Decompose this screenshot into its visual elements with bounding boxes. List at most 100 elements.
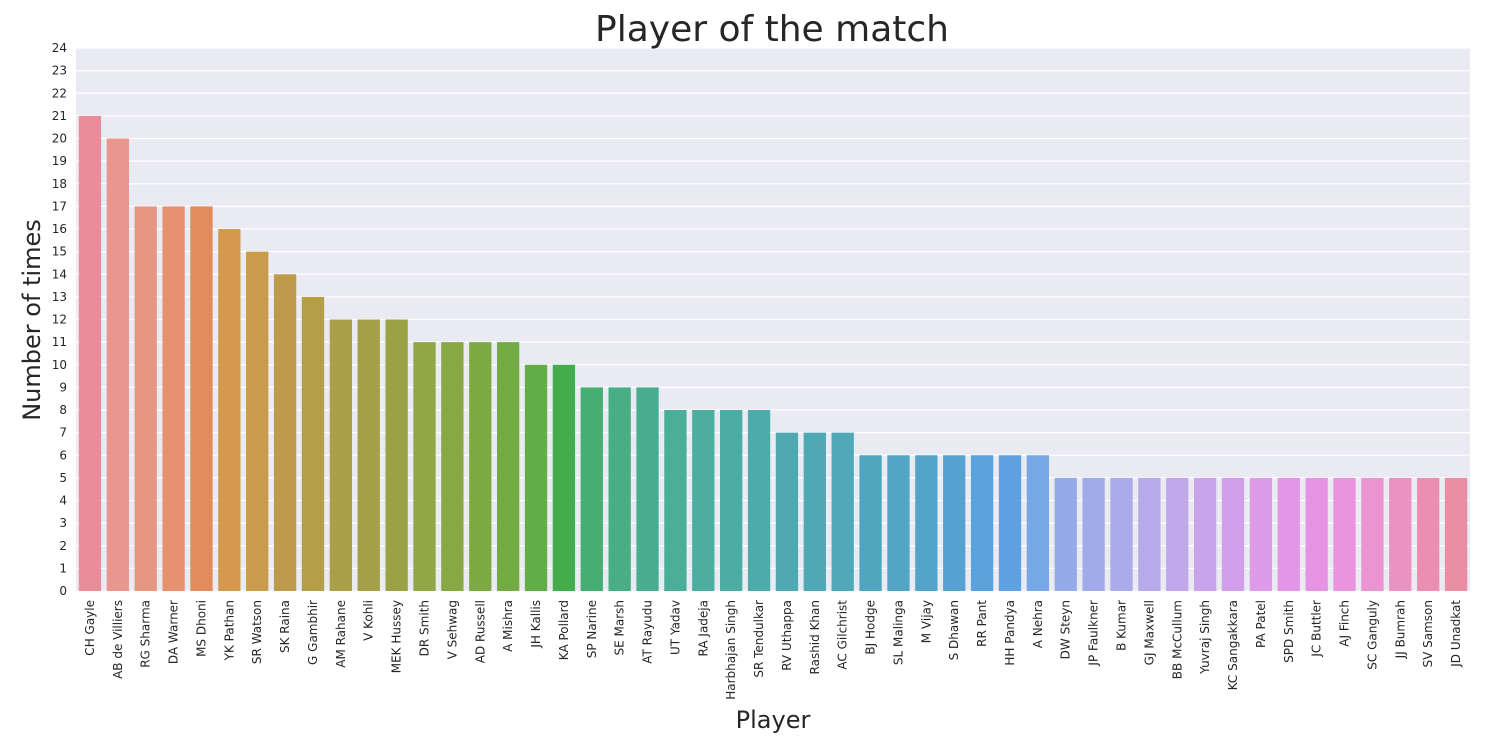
x-tick-label: SP Narine <box>585 600 599 658</box>
y-tick-label: 7 <box>59 426 67 440</box>
x-tick-label: AD Russell <box>473 600 487 663</box>
x-tick-label: A Mishra <box>501 600 515 652</box>
x-tick-label: MEK Hussey <box>390 600 404 673</box>
bar <box>664 410 687 591</box>
chart-title: Player of the match <box>595 9 949 50</box>
bar <box>469 342 492 591</box>
bar <box>106 138 129 591</box>
bar <box>385 319 408 591</box>
x-tick-label: V Sehwag <box>445 600 459 659</box>
bar <box>162 206 185 591</box>
y-tick-label: 14 <box>52 267 67 281</box>
x-tick-label: JD Unadkat <box>1449 600 1463 668</box>
x-tick-label: SR Watson <box>250 600 264 664</box>
x-tick-label: SL Malinga <box>891 600 905 665</box>
x-tick-label: AB de Villiers <box>111 600 125 679</box>
x-tick-label: DW Steyn <box>1059 600 1073 659</box>
x-tick-label: JJ Bumrah <box>1393 600 1407 659</box>
y-tick-label: 20 <box>52 132 67 146</box>
x-tick-label: RR Pant <box>975 600 989 647</box>
x-tick-label: GJ Maxwell <box>1142 600 1156 665</box>
x-tick-label: SC Ganguly <box>1365 600 1379 670</box>
x-tick-label: DR Smith <box>418 600 432 656</box>
y-tick-label: 6 <box>59 448 67 462</box>
bar <box>413 342 436 591</box>
bar <box>943 455 966 591</box>
x-tick-label: V Kohli <box>362 600 376 641</box>
x-tick-label: G Gambhir <box>306 600 320 665</box>
bar <box>273 274 297 591</box>
bar <box>887 455 910 591</box>
x-tick-label: SPD Smith <box>1282 600 1296 663</box>
bar <box>496 342 520 591</box>
bar <box>1277 477 1300 591</box>
x-tick-label: HH Pandya <box>1003 600 1017 666</box>
x-tick-label: SE Marsh <box>613 600 627 656</box>
bar <box>1110 477 1133 591</box>
y-tick-label: 16 <box>52 222 67 236</box>
x-tick-label: RV Uthappa <box>780 600 794 671</box>
bar <box>1389 477 1412 591</box>
bar <box>970 455 994 591</box>
bar <box>608 387 631 591</box>
y-tick-label: 18 <box>52 177 67 191</box>
x-tick-label: MS Dhoni <box>194 600 208 657</box>
bar <box>720 410 743 591</box>
bar <box>524 364 548 591</box>
y-axis-label: Number of times <box>18 219 46 421</box>
y-tick-label: 12 <box>52 313 67 327</box>
bar <box>1054 477 1077 591</box>
bar <box>831 432 854 591</box>
bar <box>580 387 603 591</box>
bar <box>441 342 464 591</box>
x-tick-label: AJ Finch <box>1338 600 1352 647</box>
y-tick-label: 15 <box>52 245 67 259</box>
x-tick-label: SK Raina <box>278 600 292 653</box>
x-tick-label: JC Buttler <box>1310 600 1324 658</box>
bar <box>859 455 882 591</box>
bar <box>78 115 102 591</box>
x-tick-label: SR Tendulkar <box>752 600 766 678</box>
y-tick-label: 8 <box>59 403 67 417</box>
bar <box>1026 455 1050 591</box>
y-tick-label: 3 <box>59 516 67 530</box>
x-tick-label: M Vijay <box>919 600 933 643</box>
x-tick-label: AT Rayudu <box>641 600 655 664</box>
x-tick-label: BJ Hodge <box>864 600 878 655</box>
y-tick-label: 17 <box>52 199 67 213</box>
y-tick-label: 4 <box>59 494 67 508</box>
x-tick-label: PA Patel <box>1254 600 1268 648</box>
x-tick-label: KA Pollard <box>557 600 571 660</box>
x-tick-label: SV Samson <box>1421 600 1435 668</box>
x-tick-label: A Nehra <box>1031 600 1045 648</box>
bar <box>1221 477 1245 591</box>
bar <box>692 410 715 591</box>
x-tick-label: AM Rahane <box>334 600 348 668</box>
y-tick-label: 22 <box>52 86 67 100</box>
y-tick-label: 24 <box>52 41 67 55</box>
x-axis-label: Player <box>736 706 811 734</box>
x-tick-label: JH Kallis <box>529 600 543 649</box>
x-tick-label: RA Jadeja <box>696 600 710 656</box>
x-tick-label: KC Sangakkara <box>1226 600 1240 690</box>
bar <box>1361 477 1384 591</box>
x-tick-label: JP Faulkner <box>1087 600 1101 667</box>
y-tick-label: 23 <box>52 64 67 78</box>
y-tick-label: 19 <box>52 154 67 168</box>
y-tick-label: 10 <box>52 358 67 372</box>
bars <box>78 115 1468 591</box>
bar <box>301 296 325 591</box>
x-tick-label: S Dhawan <box>947 600 961 660</box>
y-tick-label: 9 <box>59 380 67 394</box>
bar <box>775 432 799 591</box>
bar <box>636 387 659 591</box>
x-tick-label: YK Pathan <box>222 600 236 661</box>
bar <box>134 206 157 591</box>
bar <box>803 432 826 591</box>
bar <box>246 251 269 591</box>
bar <box>915 455 938 591</box>
bar <box>1166 477 1189 591</box>
bar <box>1417 477 1440 591</box>
bar <box>218 229 241 591</box>
